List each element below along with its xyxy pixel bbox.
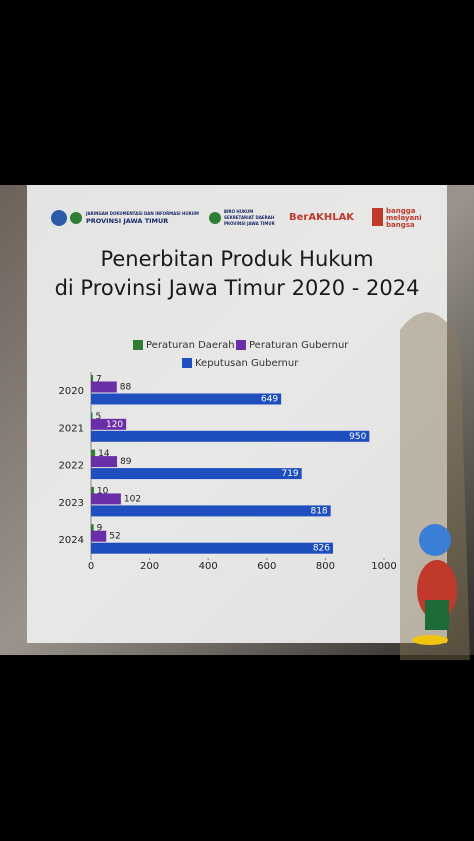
value-label: 120: [106, 420, 123, 430]
y-tick-label: 2023: [59, 498, 84, 509]
logo-icon: [372, 208, 383, 226]
bar: [91, 468, 302, 480]
x-tick-label: 600: [257, 561, 276, 572]
y-tick-label: 2024: [59, 535, 84, 546]
bar: [91, 381, 117, 393]
logo-text: bangga: [386, 207, 416, 215]
bar: [91, 456, 118, 468]
bar: [91, 505, 331, 517]
bar: [91, 530, 107, 542]
x-tick-label: 1000: [371, 561, 396, 572]
bar: [91, 375, 94, 383]
logo-text: melayani: [386, 214, 422, 222]
value-label: 7: [96, 375, 102, 385]
logo-icon: [51, 210, 67, 226]
value-label: 649: [261, 395, 278, 405]
x-tick-label: 200: [140, 561, 159, 572]
mascot: [412, 524, 457, 645]
logo-text: PROVINSI JAWA TIMUR: [224, 221, 275, 226]
bar: [91, 393, 282, 405]
legend-swatch: [236, 340, 246, 350]
logo-text: bangsa: [386, 221, 415, 229]
y-tick-label: 2022: [59, 461, 84, 472]
bar: [91, 542, 334, 554]
bar: [91, 493, 121, 505]
value-label: 9: [97, 524, 103, 534]
logo-text: BerAKHLAK: [289, 212, 355, 223]
logo-icon: [209, 212, 221, 224]
bar: [91, 486, 94, 495]
bar: [91, 418, 127, 430]
value-label: 102: [124, 494, 141, 504]
bar: [91, 524, 94, 533]
value-label: 950: [349, 432, 366, 442]
bar: [91, 412, 93, 421]
value-label: 52: [109, 532, 120, 542]
legend-label: Peraturan Gubernur: [249, 340, 349, 351]
logo-row: JARINGAN DOKUMENTASI DAN INFORMASI HUKUM…: [51, 207, 422, 229]
y-tick-label: 2021: [59, 423, 84, 434]
logo-text: PROVINSI JAWA TIMUR: [86, 217, 168, 225]
x-tick-label: 400: [199, 561, 218, 572]
logo-text: JARINGAN DOKUMENTASI DAN INFORMASI HUKUM: [85, 211, 199, 216]
value-label: 826: [313, 544, 330, 554]
value-label: 5: [95, 412, 101, 422]
legend-swatch: [133, 340, 143, 350]
legend-swatch: [182, 358, 192, 368]
bar: [91, 449, 96, 458]
logo-text: BIRO HUKUM: [224, 209, 253, 214]
value-label: 89: [120, 457, 132, 467]
value-label: 10: [97, 486, 109, 496]
x-tick-label: 800: [316, 561, 335, 572]
value-label: 719: [281, 469, 298, 479]
chart-title: Penerbitan Produk Hukum: [100, 247, 373, 271]
bar: [91, 430, 370, 442]
legend-label: Keputusan Gubernur: [195, 358, 299, 369]
value-label: 88: [120, 383, 132, 393]
legend-label: Peraturan Daerah: [146, 340, 235, 351]
chart-title: di Provinsi Jawa Timur 2020 - 2024: [55, 276, 420, 300]
y-tick-label: 2020: [59, 386, 84, 397]
value-label: 818: [310, 506, 327, 516]
value-label: 14: [98, 449, 110, 459]
logo-text: SEKRETARIAT DAERAH: [224, 215, 274, 220]
logo-icon: [70, 212, 82, 224]
x-tick-label: 0: [88, 561, 94, 572]
card: [27, 185, 447, 643]
